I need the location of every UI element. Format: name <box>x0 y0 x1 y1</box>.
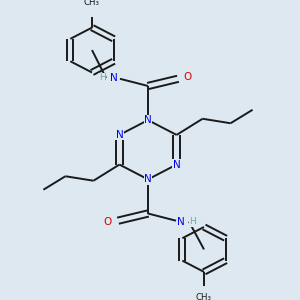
Text: H: H <box>99 74 105 82</box>
Text: N: N <box>116 130 123 140</box>
Text: N: N <box>173 160 181 170</box>
Text: O: O <box>184 72 192 82</box>
Text: N: N <box>110 73 118 83</box>
Text: N: N <box>144 115 152 125</box>
Text: N: N <box>177 217 185 226</box>
Text: N: N <box>144 174 152 184</box>
Text: CH₃: CH₃ <box>84 0 100 7</box>
Text: CH₃: CH₃ <box>196 292 212 300</box>
Text: H: H <box>190 217 196 226</box>
Text: O: O <box>104 218 112 227</box>
